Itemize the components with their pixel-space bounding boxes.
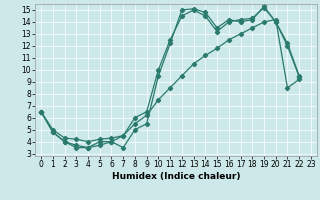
X-axis label: Humidex (Indice chaleur): Humidex (Indice chaleur) bbox=[112, 172, 240, 181]
